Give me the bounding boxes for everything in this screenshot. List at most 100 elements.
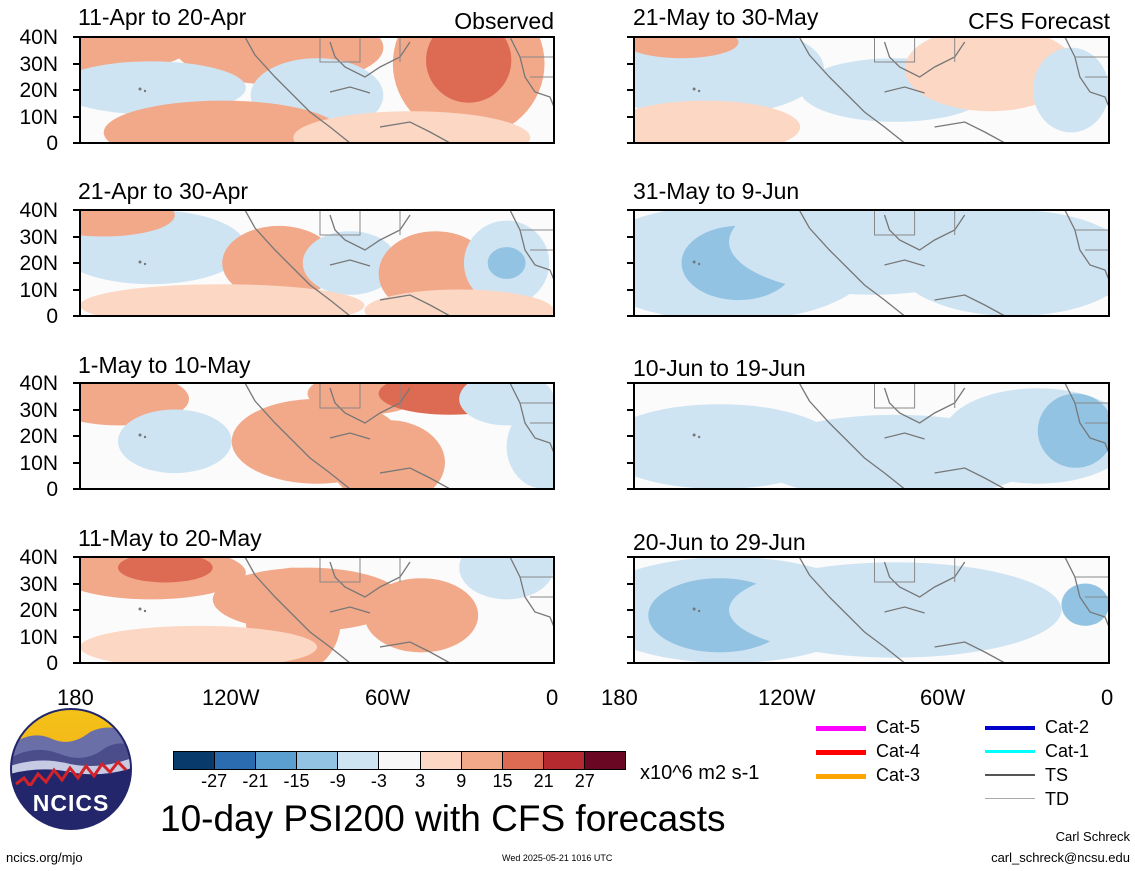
colorbar-label: 21 (533, 771, 554, 791)
y-tick-mark (73, 209, 80, 211)
colorbar-swatch (256, 752, 298, 769)
y-tick-mark (627, 435, 634, 437)
panel-title-right-2: 31-May to 9-Jun (633, 178, 800, 204)
forecast-map-panel-3 (634, 383, 1109, 489)
observed-map-panel-4 (80, 557, 554, 663)
y-tick-label: 20N (19, 599, 58, 622)
y-tick-label: 10N (19, 451, 58, 475)
logo-text: NCICS (32, 790, 110, 816)
colorbar-label: 3 (415, 771, 426, 791)
y-tick-mark (627, 235, 634, 238)
footer-url[interactable]: ncics.org/mjo (6, 850, 83, 865)
y-tick-mark (627, 408, 634, 411)
y-tick-label: 10N (19, 105, 58, 129)
x-tick-60w-right: 60W (920, 685, 966, 710)
y-tick-mark (627, 142, 634, 144)
y-tick-label: 20N (19, 79, 58, 102)
legend-ts-line (985, 774, 1035, 776)
y-tick-label: 20N (19, 425, 58, 448)
legend-cat2-line (985, 726, 1035, 730)
panel-title-left-1: 11-Apr to 20-Apr (78, 4, 247, 30)
y-tick-mark (627, 488, 634, 490)
legend-td-label: TD (1045, 789, 1069, 809)
legend-cat3-label: Cat-3 (876, 765, 921, 785)
y-tick-mark (73, 609, 80, 611)
colorbar-swatch (584, 752, 626, 769)
forecast-map-panel-4 (634, 557, 1109, 663)
legend-cat2-label: Cat-2 (1045, 717, 1090, 737)
y-tick-mark (73, 142, 80, 144)
colorbar-label: -21 (242, 771, 269, 791)
y-tick-mark (73, 262, 80, 264)
observed-map-panel-1 (80, 37, 554, 143)
legend-cat4-line (816, 750, 866, 755)
y-tick-mark (73, 315, 80, 317)
footer-author: Carl Schreck (1055, 829, 1130, 844)
colorbar-label: -27 (201, 771, 228, 791)
y-tick-label: 0 (46, 305, 58, 328)
y-tick-label: 10N (19, 625, 58, 649)
panel-title-left-2: 21-Apr to 30-Apr (78, 178, 249, 204)
legend-ts-label: TS (1045, 765, 1069, 785)
footer-email[interactable]: carl_schreck@ncsu.edu (991, 850, 1130, 865)
x-tick-0-right: 0 (1101, 685, 1114, 710)
y-tick-label: 40N (19, 199, 58, 222)
legend-cat3-line (816, 774, 866, 779)
y-tick-label: 40N (19, 26, 58, 49)
ncics-logo: NCICS (10, 708, 132, 830)
y-tick-mark (73, 582, 80, 585)
y-tick-mark (627, 582, 634, 585)
y-tick-mark (627, 315, 634, 317)
legend-cat4-label: Cat-4 (876, 741, 921, 761)
y-tick-mark (627, 461, 634, 464)
colorbar-swatch (461, 752, 503, 769)
y-tick-mark (73, 382, 80, 384)
y-tick-mark (73, 488, 80, 490)
cfs-forecast-label: CFS Forecast (968, 8, 1110, 34)
x-tick-180-left: 180 (57, 685, 94, 710)
colorbar-label: 27 (574, 771, 595, 791)
y-tick-mark (627, 382, 634, 384)
y-tick-mark (73, 288, 80, 291)
y-tick-mark (73, 36, 80, 38)
y-tick-mark (73, 89, 80, 91)
y-tick-mark (627, 662, 634, 664)
y-tick-mark (627, 36, 634, 38)
observed-label: Observed (454, 8, 554, 34)
y-tick-label: 30N (19, 52, 58, 76)
y-tick-label: 0 (46, 478, 58, 501)
colorbar-swatch (502, 752, 544, 769)
forecast-map-panel-2 (634, 210, 1109, 316)
y-tick-mark (627, 115, 634, 118)
y-tick-mark (73, 408, 80, 411)
legend-cat5-label: Cat-5 (876, 717, 921, 737)
y-tick-label: 0 (46, 652, 58, 675)
colorbar-label: -9 (329, 771, 346, 791)
legend-td-line (985, 798, 1035, 799)
y-tick-mark (73, 662, 80, 664)
colorbar-swatch (215, 752, 257, 769)
y-tick-label: 0 (46, 132, 58, 155)
y-tick-mark (627, 89, 634, 91)
y-tick-mark (73, 461, 80, 464)
y-tick-mark (73, 556, 80, 558)
y-tick-mark (627, 62, 634, 65)
y-tick-label: 40N (19, 372, 58, 395)
x-tick-120w-right: 120W (758, 685, 816, 710)
colorbar-label: 15 (492, 771, 513, 791)
colorbar-label: 9 (456, 771, 467, 791)
colorbar-swatch (420, 752, 462, 769)
colorbar (173, 751, 626, 770)
colorbar-swatch (379, 752, 421, 769)
legend-cat1-line (985, 750, 1035, 753)
colorbar-label: -3 (370, 771, 387, 791)
panel-title-left-3: 1-May to 10-May (78, 352, 251, 378)
forecast-map-panel-1 (634, 37, 1109, 143)
x-tick-60w-left: 60W (365, 685, 411, 710)
y-tick-mark (627, 556, 634, 558)
colorbar-swatch (174, 752, 216, 769)
y-tick-label: 30N (19, 225, 58, 249)
panel-title-right-4: 20-Jun to 29-Jun (633, 529, 806, 555)
legend-cat5-line (816, 726, 866, 731)
x-tick-120w-left: 120W (202, 685, 260, 710)
